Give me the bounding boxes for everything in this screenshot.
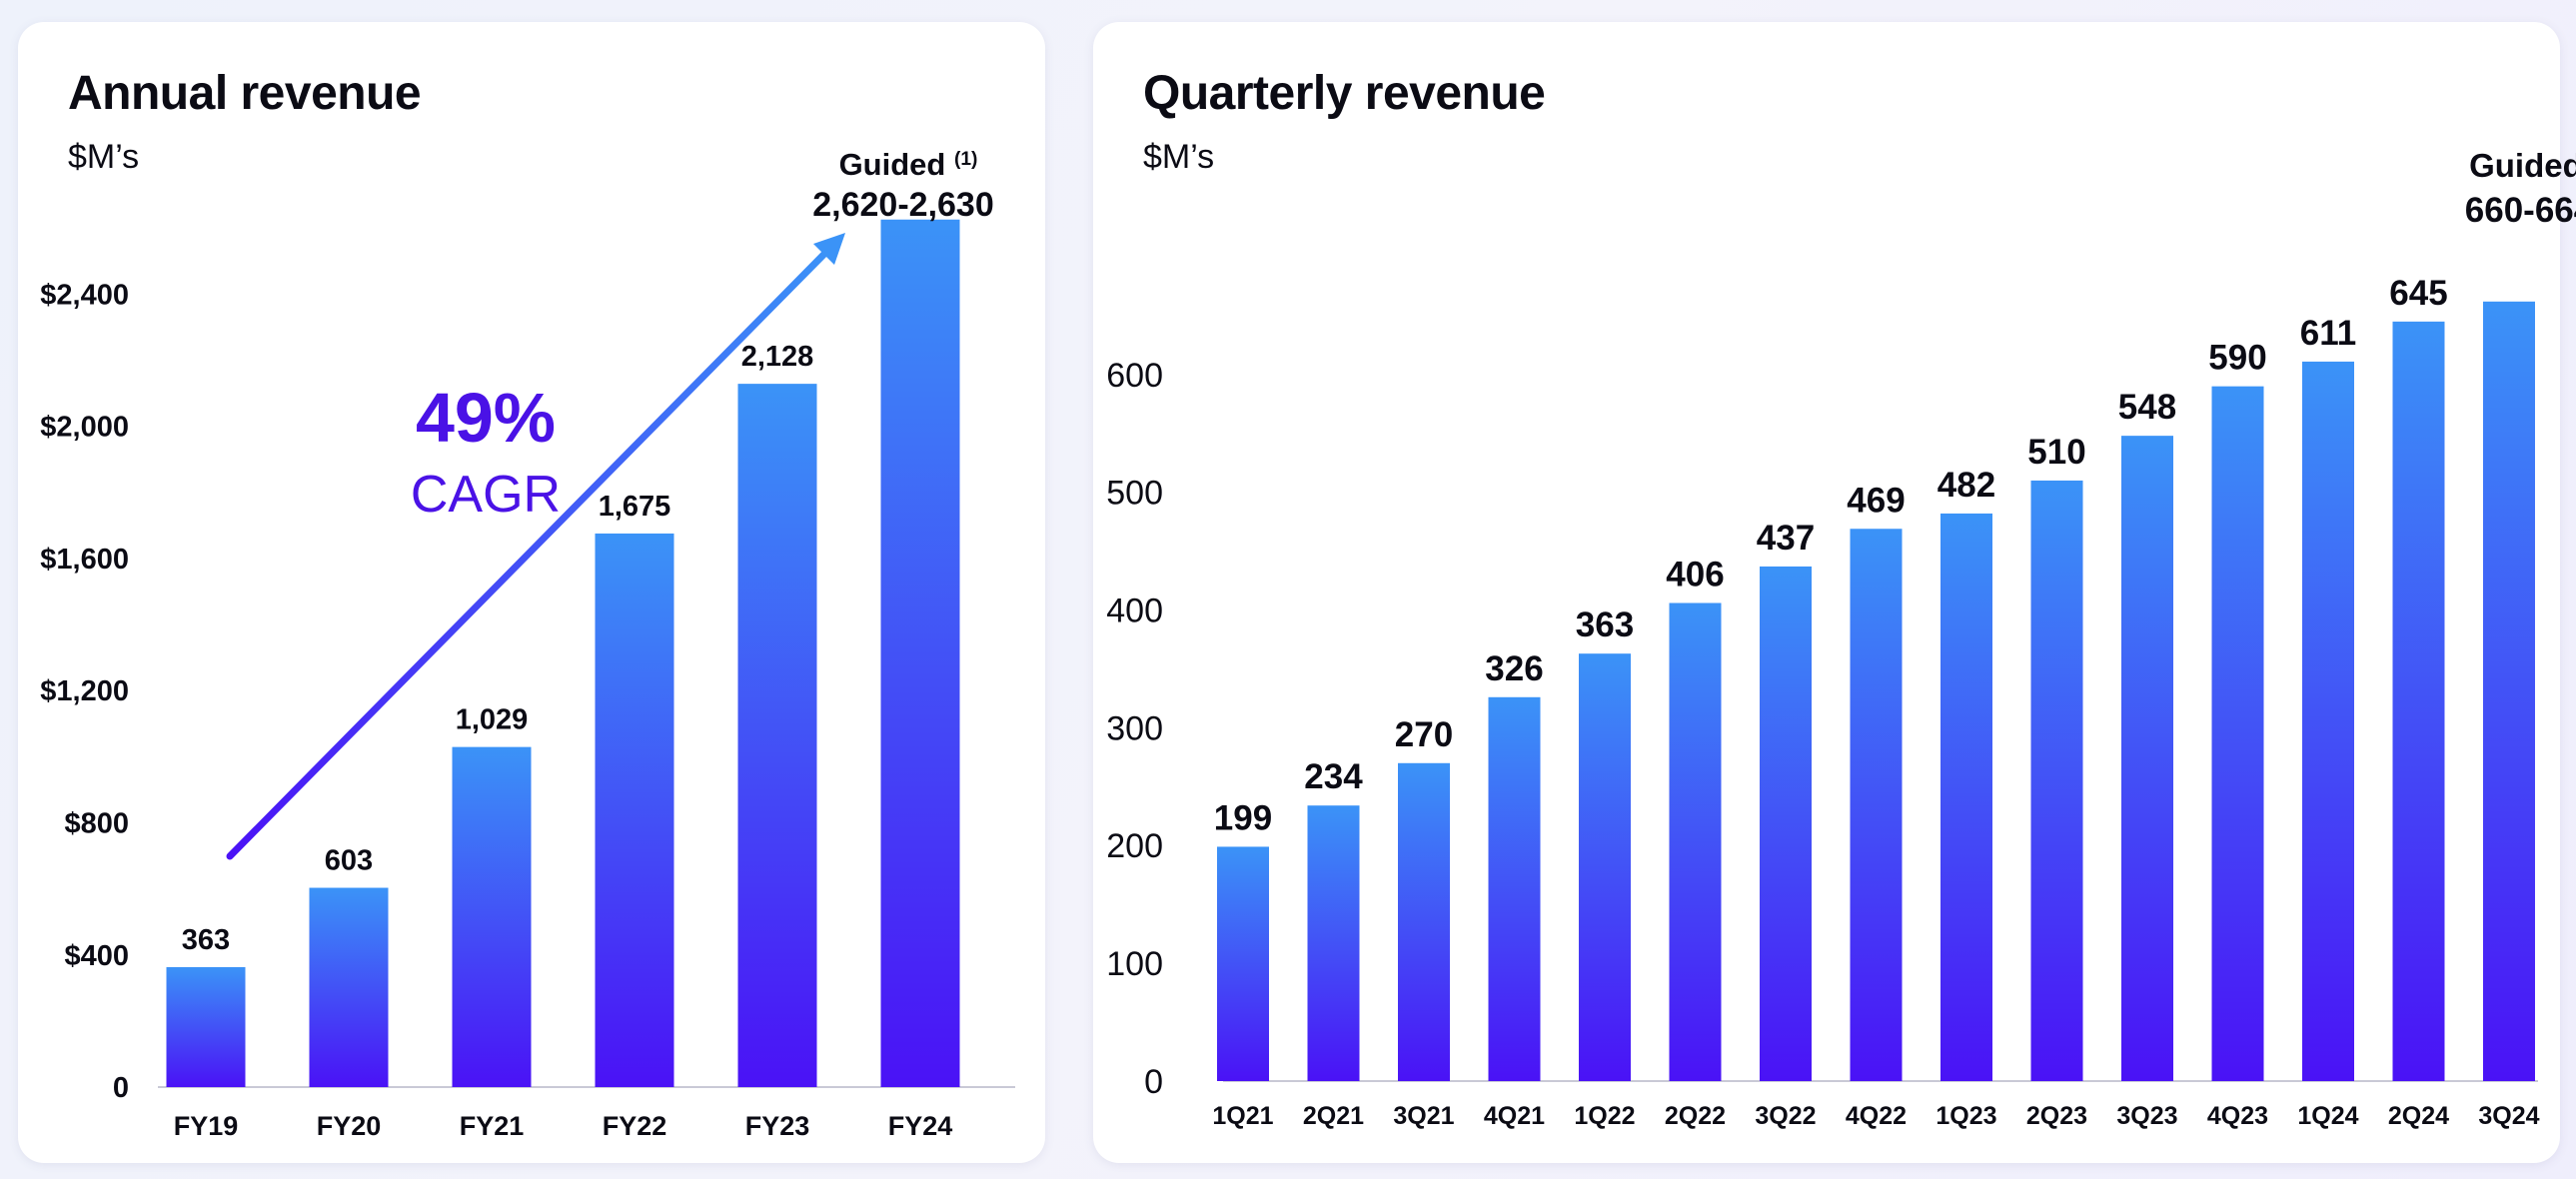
data-label-1q22: 363 xyxy=(1576,605,1634,644)
data-label-fy21: 1,029 xyxy=(456,704,529,736)
annual-chart-title: Annual revenue xyxy=(68,67,422,120)
x-tick-label: 2Q21 xyxy=(1303,1102,1364,1130)
x-tick-label: 1Q24 xyxy=(2297,1102,2358,1130)
data-label-fy20: 603 xyxy=(325,845,373,877)
data-label-3q21: 270 xyxy=(1395,715,1453,754)
x-tick-label: 2Q24 xyxy=(2388,1102,2449,1130)
x-tick-label: 2Q22 xyxy=(1665,1102,1726,1130)
bar-fy19 xyxy=(166,966,246,1087)
data-label-fy23: 2,128 xyxy=(741,341,814,373)
y-tick-label: 200 xyxy=(1106,827,1163,865)
x-tick-label: 1Q21 xyxy=(1212,1102,1273,1130)
data-label-3q22: 437 xyxy=(1757,519,1815,558)
quarterly-revenue-card: Quarterly revenue $M’s 0 100 200 300 400 500 6… xyxy=(1093,22,2576,1163)
y-tick-label: 600 xyxy=(1106,357,1163,395)
y-tick-label: $1,600 xyxy=(40,544,129,576)
bar-2q24 xyxy=(2392,321,2445,1082)
guided-label: Guided (1) xyxy=(839,147,978,182)
guided-range-label: 660-664 xyxy=(2465,191,2576,230)
y-tick-label: $1,200 xyxy=(40,675,129,707)
bar-fy23 xyxy=(737,384,817,1088)
x-tick-label: 4Q21 xyxy=(1484,1102,1545,1130)
x-tick-label: 3Q21 xyxy=(1393,1102,1454,1130)
bar-3q24 xyxy=(2483,301,2535,1081)
cagr-arrow xyxy=(226,242,836,860)
y-tick-label: 0 xyxy=(113,1072,129,1104)
data-label-4q21: 326 xyxy=(1485,649,1543,688)
y-tick-label: 400 xyxy=(1106,591,1163,629)
x-tick-label: FY23 xyxy=(745,1111,810,1141)
data-label-fy19: 363 xyxy=(182,924,230,956)
bar-2q22 xyxy=(1669,602,1722,1081)
bar-1q23 xyxy=(1940,513,1992,1081)
bar-2q21 xyxy=(1307,805,1360,1081)
bar-1q24 xyxy=(2302,361,2354,1082)
x-tick-label: FY19 xyxy=(174,1111,239,1141)
quarterly-chart-title: Quarterly revenue xyxy=(1143,67,1546,120)
annual-revenue-card: Annual revenue $M’s 0 $400 $800 $1,200 $1,60… xyxy=(18,22,1045,1163)
x-tick-label: FY22 xyxy=(603,1111,667,1141)
guided-label: Guided (1) xyxy=(2469,147,2576,184)
data-label-2q23: 510 xyxy=(2027,433,2085,472)
y-tick-label: 0 xyxy=(1144,1063,1163,1101)
y-tick-label: $2,400 xyxy=(40,279,129,311)
data-label-4q23: 590 xyxy=(2208,339,2266,378)
x-tick-label: 3Q24 xyxy=(2478,1102,2539,1130)
bar-4q23 xyxy=(2211,386,2264,1082)
bar-1q22 xyxy=(1579,653,1631,1081)
bar-fy20 xyxy=(309,887,389,1087)
guided-range-label: 2,620-2,630 xyxy=(812,186,994,224)
data-label-fy22: 1,675 xyxy=(599,491,671,523)
bar-fy21 xyxy=(452,746,532,1087)
x-tick-label: 2Q23 xyxy=(2026,1102,2087,1130)
x-tick-label: 1Q22 xyxy=(1574,1102,1635,1130)
bar-3q23 xyxy=(2121,436,2173,1082)
annual-revenue-chart: 0 $400 $800 $1,200 $1,600 $2,000 $2,400 363 FY19… xyxy=(40,147,1015,1141)
quarterly-unit-label: $M’s xyxy=(1143,138,1215,176)
bar-fy22 xyxy=(595,533,674,1087)
bar-2q23 xyxy=(2030,480,2083,1081)
cagr-value: 49% xyxy=(416,379,556,457)
bar-1q21 xyxy=(1217,846,1269,1081)
x-tick-label: FY20 xyxy=(317,1111,382,1141)
y-tick-label: $400 xyxy=(64,940,129,972)
data-label-2q22: 406 xyxy=(1666,556,1724,594)
y-tick-label: 100 xyxy=(1106,945,1163,983)
guided-footnote: (1) xyxy=(954,149,977,170)
bar-4q22 xyxy=(1850,529,1903,1081)
data-label-2q21: 234 xyxy=(1304,757,1363,796)
bar-fy24 xyxy=(880,219,960,1087)
x-tick-label: 3Q23 xyxy=(2116,1102,2177,1130)
cagr-label: CAGR xyxy=(411,466,561,524)
x-tick-label: 4Q22 xyxy=(1846,1102,1907,1130)
bar-3q22 xyxy=(1760,566,1812,1081)
x-tick-label: FY24 xyxy=(888,1111,953,1141)
x-tick-label: 1Q23 xyxy=(1935,1102,1996,1130)
bar-3q21 xyxy=(1398,762,1450,1081)
y-tick-label: $2,000 xyxy=(40,412,129,444)
x-tick-label: 4Q23 xyxy=(2207,1102,2268,1130)
quarterly-revenue-chart: 0 100 200 300 400 500 600 199 1Q21 234 2Q21 270 3Q21… xyxy=(1106,147,2576,1130)
data-label-1q23: 482 xyxy=(1937,466,1995,505)
data-label-4q22: 469 xyxy=(1847,481,1905,520)
data-label-2q24: 645 xyxy=(2389,274,2447,313)
y-tick-label: 500 xyxy=(1106,475,1163,513)
y-tick-label: 300 xyxy=(1106,709,1163,747)
bar-4q21 xyxy=(1488,696,1541,1081)
annual-unit-label: $M’s xyxy=(68,138,140,176)
data-label-1q21: 199 xyxy=(1214,798,1272,837)
cagr-arrowhead xyxy=(813,233,845,265)
data-label-1q24: 611 xyxy=(2300,314,2356,353)
x-tick-label: FY21 xyxy=(460,1111,525,1141)
data-label-3q23: 548 xyxy=(2118,388,2176,427)
x-tick-label: 3Q22 xyxy=(1755,1102,1816,1130)
y-tick-label: $800 xyxy=(64,808,129,840)
